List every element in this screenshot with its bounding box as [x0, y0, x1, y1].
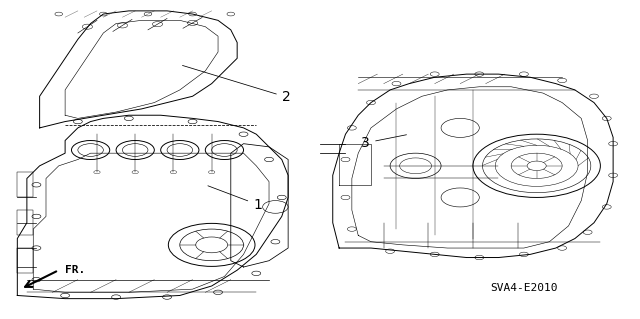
Text: 2: 2: [182, 65, 291, 104]
Text: FR.: FR.: [65, 265, 85, 275]
Text: SVA4-E2010: SVA4-E2010: [490, 283, 557, 293]
Text: 3: 3: [362, 135, 406, 150]
Text: 1: 1: [208, 186, 262, 211]
